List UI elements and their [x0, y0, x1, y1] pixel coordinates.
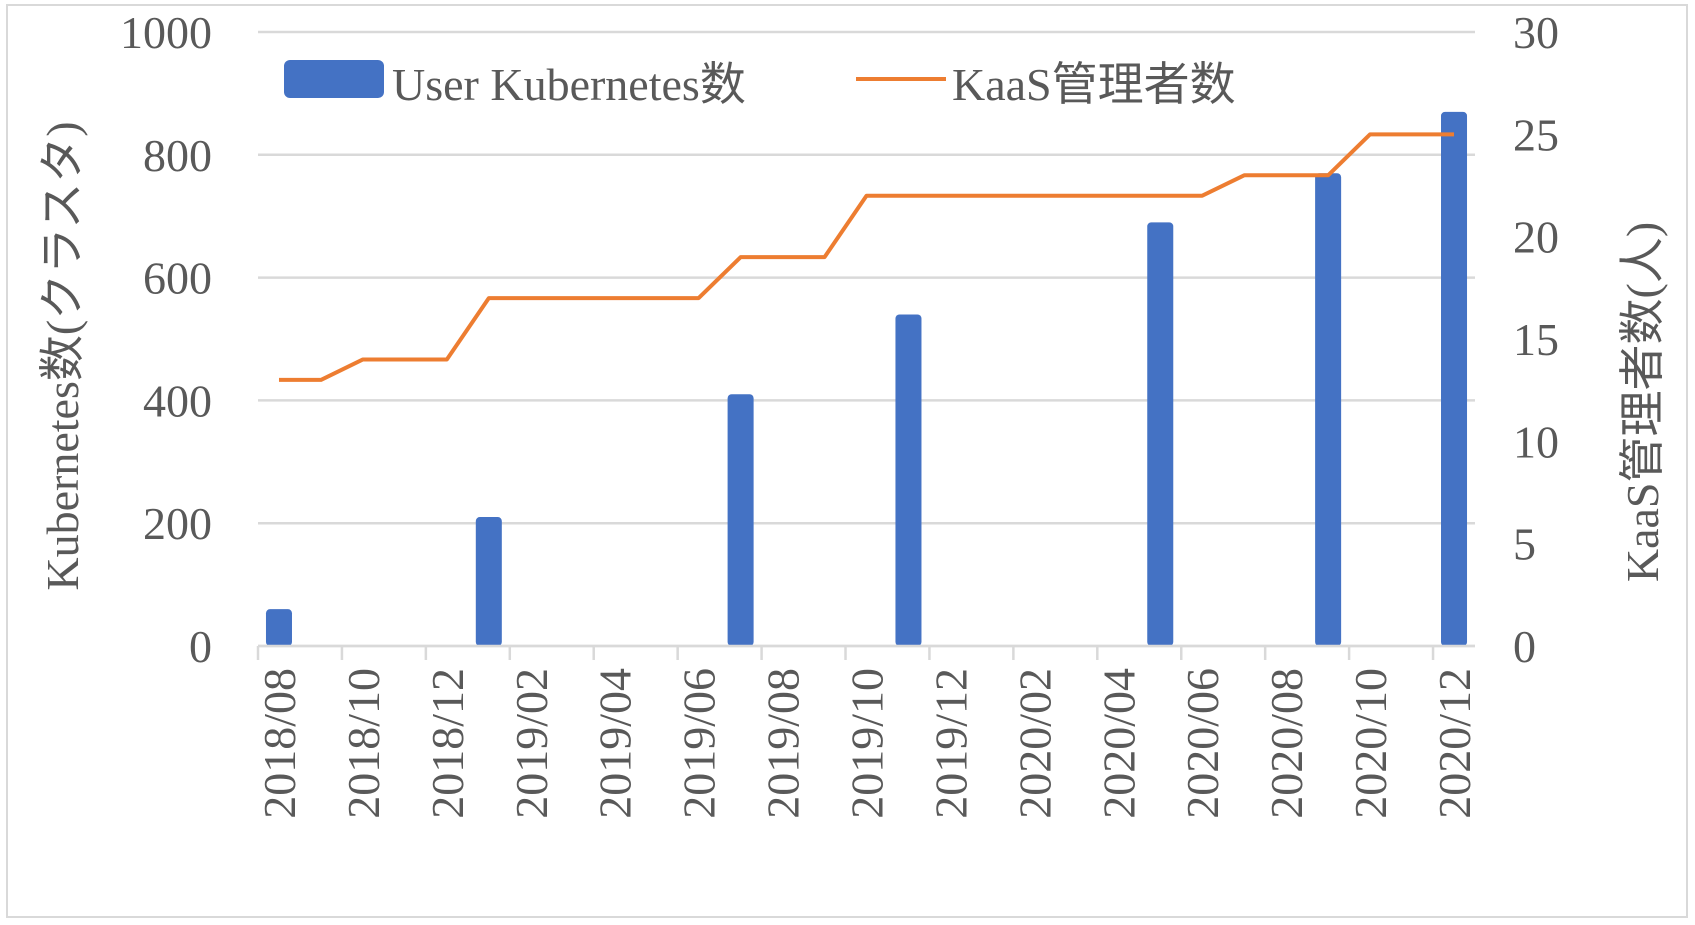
bar: [895, 314, 922, 646]
x-tick-label: 2019/04: [590, 668, 641, 819]
bar: [1147, 222, 1174, 646]
x-tick-label: 2018/08: [254, 668, 305, 819]
line-path: [278, 132, 1455, 382]
x-tick-label: 2020/04: [1093, 668, 1144, 819]
line-series: [278, 132, 1455, 382]
x-tick-label: 2020/12: [1429, 668, 1480, 819]
x-tick-label: 2019/10: [842, 668, 893, 819]
legend-swatch-bar: [284, 60, 384, 98]
left-y-axis: 0 200 400 600 800 1000: [120, 7, 212, 672]
x-tick-label: 2019/12: [925, 668, 976, 819]
gridlines: [258, 30, 1475, 648]
right-y-axis: 0 5 10 15 20 25 30: [1513, 7, 1559, 672]
left-tick-label: 0: [189, 621, 212, 672]
bar: [265, 609, 292, 646]
x-tick-label: 2019/02: [506, 668, 557, 819]
chart-frame: [6, 4, 1688, 918]
right-axis-title: KaaS管理者数(人): [1617, 222, 1668, 582]
left-tick-label: 1000: [120, 7, 212, 58]
x-tick-label: 2019/06: [674, 668, 725, 819]
legend-label-line: KaaS管理者数: [952, 59, 1236, 110]
right-tick-label: 0: [1513, 621, 1536, 672]
right-tick-label: 5: [1513, 519, 1536, 570]
x-axis: 2018/08 2018/10 2018/12 2019/02 2019/04 2019/…: [254, 644, 1480, 819]
left-tick-label: 200: [143, 498, 212, 549]
legend-label-bar: User Kubernetes数: [392, 59, 746, 110]
x-tick-label: 2020/10: [1345, 668, 1396, 819]
x-tick-label: 2018/10: [338, 668, 389, 819]
x-tick-label: 2020/06: [1177, 668, 1228, 819]
left-tick-label: 400: [143, 375, 212, 426]
right-tick-label: 10: [1513, 416, 1559, 467]
legend: User Kubernetes数 KaaS管理者数: [284, 59, 1236, 110]
x-tick-label: 2019/08: [758, 668, 809, 819]
bar: [1315, 173, 1342, 646]
right-tick-label: 25: [1513, 109, 1559, 160]
bar: [1441, 111, 1468, 646]
bar: [727, 394, 754, 646]
left-tick-label: 800: [143, 130, 212, 181]
bar: [475, 517, 502, 646]
left-tick-label: 600: [143, 253, 212, 304]
right-tick-label: 20: [1513, 212, 1559, 263]
x-tick-label: 2020/08: [1261, 668, 1312, 819]
x-tick-label: 2020/02: [1009, 668, 1060, 819]
right-tick-label: 15: [1513, 314, 1559, 365]
x-tick-label: 2018/12: [422, 668, 473, 819]
left-axis-title: Kubernetes数(クラスタ): [37, 121, 88, 590]
right-tick-label: 30: [1513, 7, 1559, 58]
bar-series: [265, 111, 1468, 646]
